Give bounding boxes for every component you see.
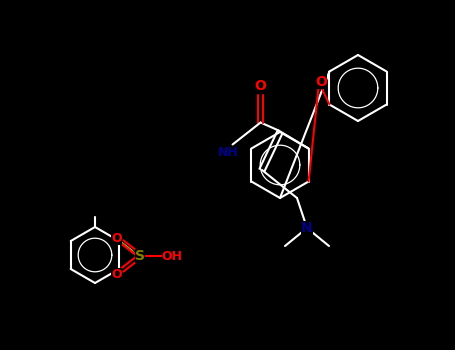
Text: O: O bbox=[315, 75, 327, 89]
Text: O: O bbox=[111, 231, 121, 245]
Text: NH: NH bbox=[218, 146, 239, 159]
Text: S: S bbox=[135, 249, 145, 263]
Text: O: O bbox=[111, 267, 121, 280]
Text: O: O bbox=[255, 79, 267, 93]
Text: N: N bbox=[301, 221, 313, 235]
Text: OH: OH bbox=[162, 250, 183, 262]
